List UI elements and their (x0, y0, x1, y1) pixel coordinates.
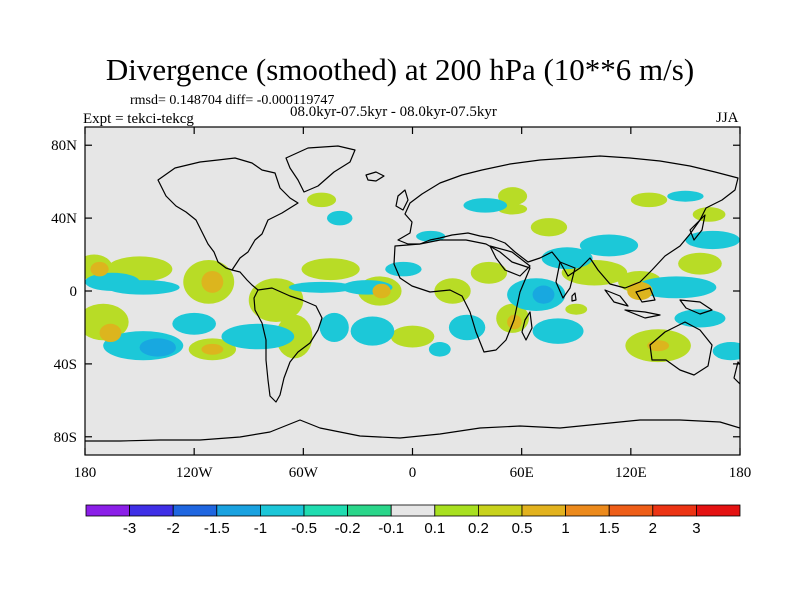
x-tick-label: 120W (176, 465, 214, 481)
x-tick-label: 120E (615, 465, 647, 481)
period-label: 08.0kyr-07.5kyr - 08.0kyr-07.5kyr (290, 104, 497, 120)
divergence-region-neg (448, 314, 486, 341)
x-tick-label: 60W (289, 465, 319, 481)
divergence-region-pos (565, 303, 588, 315)
chart-title: Divergence (smoothed) at 200 hPa (10**6 … (105, 52, 695, 87)
colorbar-swatch (85, 504, 130, 517)
divergence-region-neg (326, 210, 353, 226)
divergence-region-neg (288, 281, 355, 293)
colorbar-label: 3 (692, 520, 700, 537)
colorbar-swatch (390, 504, 436, 517)
divergence-region-pos (306, 192, 337, 208)
divergence-region-neg (579, 234, 639, 257)
divergence-region-pos2 (201, 343, 224, 355)
y-tick-label: 80N (51, 138, 77, 154)
colorbar-swatch (608, 504, 654, 517)
divergence-region-neg (106, 280, 180, 295)
colorbar-swatch (172, 504, 218, 517)
divergence-region-pos (678, 252, 722, 275)
divergence-region-neg (221, 323, 295, 350)
divergence-region-neg (385, 261, 422, 277)
colorbar-swatch (347, 504, 392, 517)
colorbar-label: 0.2 (468, 520, 489, 537)
rmsd-diff-text: rmsd= 0.148704 diff= -0.000119747 (130, 93, 335, 108)
divergence-region-pos (630, 192, 668, 208)
x-tick-label: 0 (409, 465, 417, 481)
axis-ticks: 180 120W 60W 0 60E 120E 180 80N 40N 0 40S 80S (51, 127, 751, 481)
x-tick-label: 60E (510, 465, 534, 481)
divergence-region-pos (470, 261, 508, 284)
y-tick-label: 40N (51, 211, 77, 227)
colorbar-label: -0.5 (291, 520, 317, 537)
divergence-region-pos2 (372, 283, 391, 299)
colorbar-label: -0.1 (378, 520, 404, 537)
colorbar: -3 -2 -1.5 -1 -0.5 -0.2 -0.1 0.1 0.2 0.5 1 1.5 2 3 (85, 504, 741, 537)
y-tick-label: 0 (70, 284, 78, 300)
divergence-region-neg (636, 276, 717, 299)
divergence-region-pos2 (90, 261, 109, 277)
divergence-region-neg2 (532, 285, 555, 304)
colorbar-label: 1.5 (599, 520, 620, 537)
divergence-region-pos (498, 187, 528, 206)
divergence-region-neg (350, 316, 395, 346)
divergence-region-neg (712, 342, 740, 361)
x-tick-label: 180 (74, 465, 97, 481)
colorbar-label: 1 (561, 520, 569, 537)
divergence-region-neg (172, 312, 217, 335)
divergence-region-neg (463, 198, 508, 213)
colorbar-label: -2 (167, 520, 180, 537)
season-label: JJA (716, 110, 739, 126)
colorbar-label: -1 (254, 520, 267, 537)
divergence-region-neg (674, 309, 726, 328)
colorbar-label: 0.1 (424, 520, 445, 537)
divergence-region-pos2 (201, 270, 224, 293)
divergence-region-neg (428, 342, 451, 357)
y-tick-label: 40S (54, 357, 77, 373)
colorbar-label: -1.5 (204, 520, 230, 537)
colorbar-swatch (652, 504, 697, 517)
colorbar-label: -3 (123, 520, 136, 537)
divergence-region-pos2 (507, 314, 522, 330)
divergence-region-pos (692, 207, 726, 222)
colorbar-label: 0.5 (512, 520, 533, 537)
divergence-region-neg (416, 230, 446, 242)
divergence-region-pos (530, 218, 568, 237)
experiment-label: Expt = tekci-tekcg (83, 111, 194, 127)
x-tick-label: 180 (729, 465, 752, 481)
colorbar-swatch (696, 504, 741, 517)
coastlines (85, 145, 740, 442)
divergence-region-neg (685, 230, 740, 250)
divergence-region-pos2 (99, 323, 122, 343)
colorbar-swatch (129, 504, 174, 517)
colorbar-swatch (521, 504, 566, 517)
colorbar-swatch (434, 504, 479, 517)
colorbar-swatch (216, 504, 261, 517)
divergence-region-neg (541, 247, 593, 270)
divergence-region-pos (301, 258, 360, 281)
divergence-region-neg (532, 318, 584, 344)
colorbar-label: 2 (649, 520, 657, 537)
divergence-region-pos (390, 325, 435, 348)
colorbar-swatch (259, 504, 305, 517)
divergence-region-neg2 (139, 338, 176, 357)
colorbar-label: -0.2 (335, 520, 361, 537)
y-tick-label: 80S (54, 430, 77, 446)
divergence-region-neg (319, 312, 349, 343)
divergence-region-neg (667, 190, 704, 202)
colorbar-swatch (565, 504, 610, 517)
colorbar-swatch (477, 504, 523, 517)
colorbar-swatch (303, 504, 348, 517)
